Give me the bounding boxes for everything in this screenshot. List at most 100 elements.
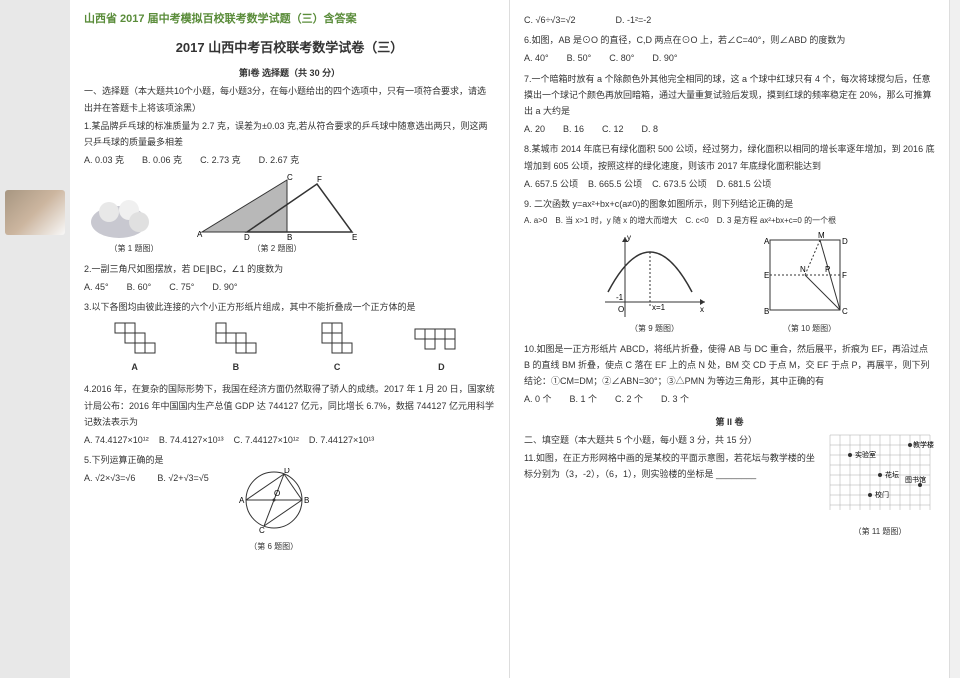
q10-opt-d: D. 3 个 bbox=[661, 391, 689, 407]
fig11-caption: （第 11 题图） bbox=[825, 525, 935, 539]
q8-opt-c: C. 673.5 公顷 bbox=[652, 176, 707, 192]
svg-text:A: A bbox=[197, 230, 203, 239]
q3-net-c: C bbox=[312, 321, 362, 375]
q6-opt-d: D. 90° bbox=[652, 50, 677, 66]
net-a-svg bbox=[110, 321, 160, 357]
q9-opt-a: A. a>0 bbox=[524, 214, 547, 228]
q5-opt-a: A. √2×√3=√6 bbox=[84, 470, 135, 486]
net-c-svg bbox=[312, 321, 362, 357]
q6-opt-c: C. 80° bbox=[609, 50, 634, 66]
q10-options: A. 0 个 B. 1 个 C. 2 个 D. 3 个 bbox=[524, 391, 935, 407]
svg-text:图书馆: 图书馆 bbox=[905, 475, 926, 484]
fig10-caption: （第 10 题图） bbox=[760, 322, 860, 336]
q6-opt-a: A. 40° bbox=[524, 50, 549, 66]
q3-opt-a: A bbox=[131, 362, 138, 372]
svg-text:M: M bbox=[818, 232, 825, 240]
q2-opt-c: C. 75° bbox=[169, 279, 194, 295]
left-sidebar bbox=[0, 0, 70, 678]
thumbnail-image bbox=[5, 190, 65, 235]
q6-opt-b: B. 50° bbox=[567, 50, 592, 66]
q7-opt-b: B. 16 bbox=[563, 121, 584, 137]
q3-opt-d: D bbox=[438, 362, 445, 372]
q3-net-a: A bbox=[110, 321, 160, 375]
q2-opt-d: D. 90° bbox=[212, 279, 237, 295]
svg-text:C: C bbox=[259, 526, 265, 535]
fig2-svg: A B C D E F bbox=[192, 172, 362, 242]
q3-opt-b: B bbox=[233, 362, 240, 372]
q4-opt-a: A. 74.4127×10¹² bbox=[84, 432, 149, 448]
svg-text:B: B bbox=[304, 496, 309, 505]
svg-text:O: O bbox=[274, 489, 280, 498]
q10-opt-c: C. 2 个 bbox=[615, 391, 643, 407]
q5-opt-d: D. -1²=-2 bbox=[616, 12, 652, 28]
svg-text:教学楼: 教学楼 bbox=[913, 440, 934, 449]
net-d-svg bbox=[413, 321, 469, 357]
q1-opt-c: C. 2.73 克 bbox=[200, 152, 241, 168]
q9-opt-c: C. c<0 bbox=[685, 214, 708, 228]
svg-text:A: A bbox=[239, 496, 245, 505]
q7-text: 7.一个暗箱时放有 a 个除颜色外其他完全相同的球，这 a 个球中红球只有 4 … bbox=[524, 71, 935, 120]
svg-text:A: A bbox=[764, 237, 770, 246]
fig2-caption: （第 2 题图） bbox=[192, 242, 362, 256]
q10-opt-b: B. 1 个 bbox=[570, 391, 598, 407]
q10-text: 10.如图是一正方形纸片 ABCD，将纸片折叠，使得 AB 与 DC 重合，然后… bbox=[524, 341, 935, 390]
svg-text:D: D bbox=[284, 468, 290, 475]
page-right: C. √6÷√3=√2 D. -1²=-2 6.如图，AB 是⊙O 的直径，C,… bbox=[510, 0, 950, 678]
fig1-caption: （第 1 题图） bbox=[84, 242, 184, 256]
q2-opt-b: B. 60° bbox=[127, 279, 152, 295]
q11-blank: ________ bbox=[716, 469, 756, 479]
net-b-svg bbox=[211, 321, 261, 357]
fig11-wrap: 实验室 花坛 校门 教学楼 图书馆 （第 11 题图） bbox=[825, 430, 935, 539]
green-title: 山西省 2017 届中考模拟百校联考数学试题（三）含答案 bbox=[84, 10, 495, 30]
q7-options: A. 20 B. 16 C. 12 D. 8 bbox=[524, 121, 935, 137]
fig1-wrap: （第 1 题图） bbox=[84, 182, 184, 256]
q1-options: A. 0.03 克 B. 0.06 克 C. 2.73 克 D. 2.67 克 bbox=[84, 152, 495, 168]
q1-opt-a: A. 0.03 克 bbox=[84, 152, 124, 168]
q9-opt-b: B. 当 x>1 时，y 随 x 的增大而增大 bbox=[555, 214, 677, 228]
main-title: 2017 山西中考百校联考数学试卷（三） bbox=[84, 36, 495, 59]
q4-text: 4.2016 年，在复杂的国际形势下，我国在经济方面仍然取得了骄人的成绩。201… bbox=[84, 381, 495, 430]
q2-options: A. 45° B. 60° C. 75° D. 90° bbox=[84, 279, 495, 295]
q4-opt-d: D. 7.44127×10¹³ bbox=[309, 432, 374, 448]
fig6-svg: A B D C O bbox=[229, 468, 319, 540]
q3-nets: A B C bbox=[84, 321, 495, 375]
q7-opt-a: A. 20 bbox=[524, 121, 545, 137]
q8-opt-d: D. 681.5 公顷 bbox=[717, 176, 772, 192]
fig9-svg: x=1 -1 O y x bbox=[600, 232, 710, 322]
svg-text:花坛: 花坛 bbox=[885, 470, 899, 479]
fig6-wrap: AB DC O （第 6 题图） bbox=[229, 468, 319, 554]
svg-text:校门: 校门 bbox=[875, 490, 889, 499]
section-1-head: 第Ⅰ卷 选择题（共 30 分） bbox=[84, 65, 495, 81]
fig-row-9-10: x=1 -1 O y x （第 9 题图） AD BC EF MN P （第 1 bbox=[524, 232, 935, 336]
svg-text:实验室: 实验室 bbox=[855, 450, 876, 459]
q3-text: 3.以下各图均由彼此连接的六个小正方形纸片组成，其中不能折叠成一个正方体的是 bbox=[84, 299, 495, 315]
svg-text:F: F bbox=[317, 175, 322, 184]
q4-opt-c: C. 7.44127×10¹² bbox=[234, 432, 299, 448]
svg-text:E: E bbox=[764, 271, 769, 280]
q8-opt-a: A. 657.5 公顷 bbox=[524, 176, 578, 192]
q1-opt-b: B. 0.06 克 bbox=[142, 152, 182, 168]
q1-text: 1.某品牌乒乓球的标准质量为 2.7 克，误差为±0.03 克,若从符合要求的乒… bbox=[84, 118, 495, 150]
svg-text:x=1: x=1 bbox=[652, 303, 666, 312]
q5-opt-b: B. √2+√3=√5 bbox=[157, 470, 208, 486]
q7-opt-c: C. 12 bbox=[602, 121, 624, 137]
q5-text: 5.下列运算正确的是 bbox=[84, 452, 495, 468]
q4-opt-b: B. 74.4127×10¹³ bbox=[159, 432, 224, 448]
q3-opt-c: C bbox=[334, 362, 341, 372]
q7-opt-d: D. 8 bbox=[642, 121, 659, 137]
q8-options: A. 657.5 公顷 B. 665.5 公顷 C. 673.5 公顷 D. 6… bbox=[524, 176, 935, 192]
svg-text:-1: -1 bbox=[616, 293, 624, 302]
q10-opt-a: A. 0 个 bbox=[524, 391, 552, 407]
svg-text:O: O bbox=[618, 305, 624, 314]
svg-text:D: D bbox=[842, 237, 848, 246]
q2-text: 2.一副三角尺如图摆放，若 DE∥BC，∠1 的度数为 bbox=[84, 261, 495, 277]
svg-text:E: E bbox=[352, 233, 357, 242]
q6-options: A. 40° B. 50° C. 80° D. 90° bbox=[524, 50, 935, 66]
q5-options-cd: C. √6÷√3=√2 D. -1²=-2 bbox=[524, 12, 935, 28]
q3-net-d: D bbox=[413, 321, 469, 375]
q5-options-ab: A. √2×√3=√6 B. √2+√3=√5 bbox=[84, 470, 209, 486]
fig2-wrap: A B C D E F （第 2 题图） bbox=[192, 172, 362, 256]
q1-opt-d: D. 2.67 克 bbox=[259, 152, 300, 168]
svg-text:P: P bbox=[825, 265, 830, 274]
page-left: 山西省 2017 届中考模拟百校联考数学试题（三）含答案 2017 山西中考百校… bbox=[70, 0, 510, 678]
